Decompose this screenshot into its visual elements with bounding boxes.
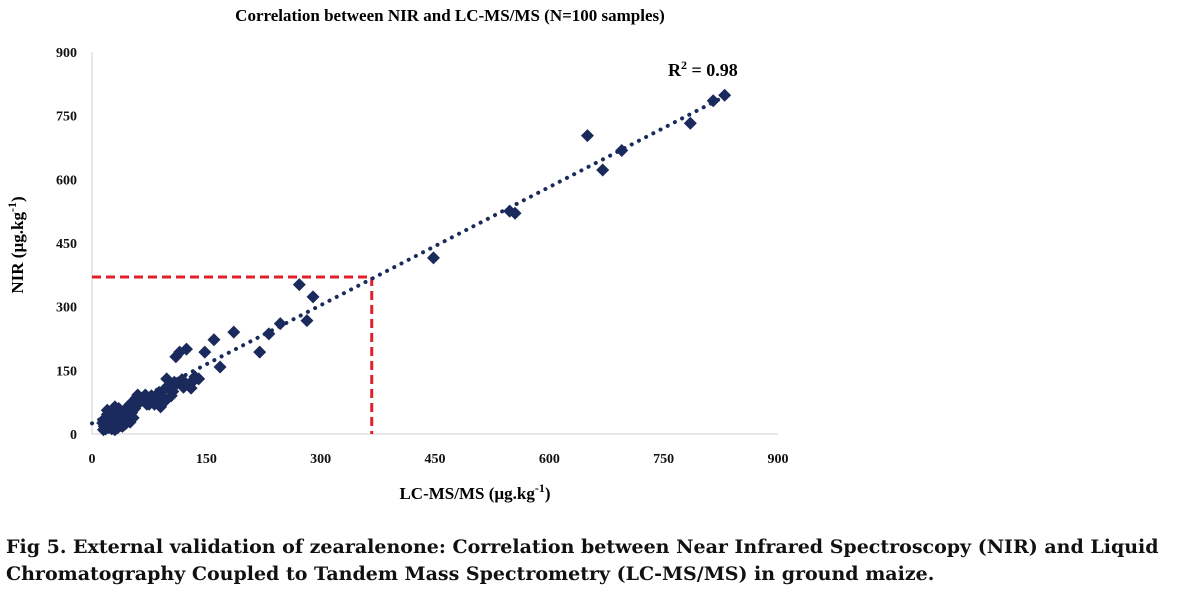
trendline [90, 92, 731, 426]
data-point [126, 411, 140, 425]
data-point [292, 278, 306, 292]
data-point [718, 88, 732, 102]
data-point [100, 403, 114, 417]
y-tick-label: 450 [56, 237, 77, 252]
data-point [580, 129, 594, 143]
data-point [503, 204, 517, 218]
y-tick-label: 300 [56, 301, 77, 316]
y-tick-label: 150 [56, 364, 77, 379]
data-point [683, 116, 697, 130]
x-tick-label: 150 [196, 452, 217, 467]
reference-lines [92, 275, 374, 434]
data-points [96, 88, 732, 437]
y-tick-label: 600 [56, 173, 77, 188]
x-tick-label: 300 [310, 452, 331, 467]
data-point [166, 385, 180, 399]
scatter-chart: 0 150 300 450 600 750 900 0 150 300 450 600 750 900 R… [5, 46, 789, 503]
data-point [706, 94, 720, 108]
data-point [300, 314, 314, 328]
data-point [112, 404, 126, 418]
axis-labels: R2 = 0.98 LC-MS/MS (µg.kg-1) NIR (µg.kg-… [5, 58, 738, 503]
x-tick-label: 600 [539, 452, 560, 467]
trendline-group [90, 92, 731, 426]
x-tick-label: 0 [89, 452, 96, 467]
caption-line-2: Chromatography Coupled to Tandem Mass Sp… [6, 563, 935, 585]
y-tick-label: 900 [56, 46, 77, 61]
x-axis-label: LC-MS/MS (µg.kg-1) [399, 481, 550, 503]
data-point [227, 325, 241, 339]
data-point [213, 360, 227, 374]
data-point [262, 327, 276, 341]
x-tick-label: 900 [768, 452, 789, 467]
caption-line-1: Fig 5. External validation of zearalenon… [6, 536, 1159, 558]
figure-caption: Fig 5. External validation of zearalenon… [6, 534, 1196, 588]
data-point [103, 419, 117, 433]
data-point [253, 345, 267, 359]
data-point [135, 393, 149, 407]
x-tick-label: 450 [425, 452, 446, 467]
data-point [192, 372, 206, 386]
data-point [151, 395, 165, 409]
y-tick-label: 750 [56, 110, 77, 125]
data-point [596, 163, 610, 177]
data-point [615, 143, 629, 157]
data-point [426, 251, 440, 265]
data-point [198, 345, 212, 359]
data-point [169, 350, 183, 364]
chart-title: Correlation between NIR and LC-MS/MS (N=… [235, 6, 665, 25]
x-tick-label: 750 [653, 452, 674, 467]
data-point [273, 317, 287, 331]
y-axis-label: NIR (µg.kg-1) [5, 196, 27, 293]
data-point [306, 290, 320, 304]
y-tick-label: 0 [70, 428, 77, 443]
data-point [158, 394, 172, 408]
data-point [207, 333, 221, 347]
data-point [160, 372, 174, 386]
r-squared-label: R2 = 0.98 [668, 58, 738, 80]
axes-group: 0 150 300 450 600 750 900 0 150 300 450 600 750 900 [56, 46, 789, 467]
